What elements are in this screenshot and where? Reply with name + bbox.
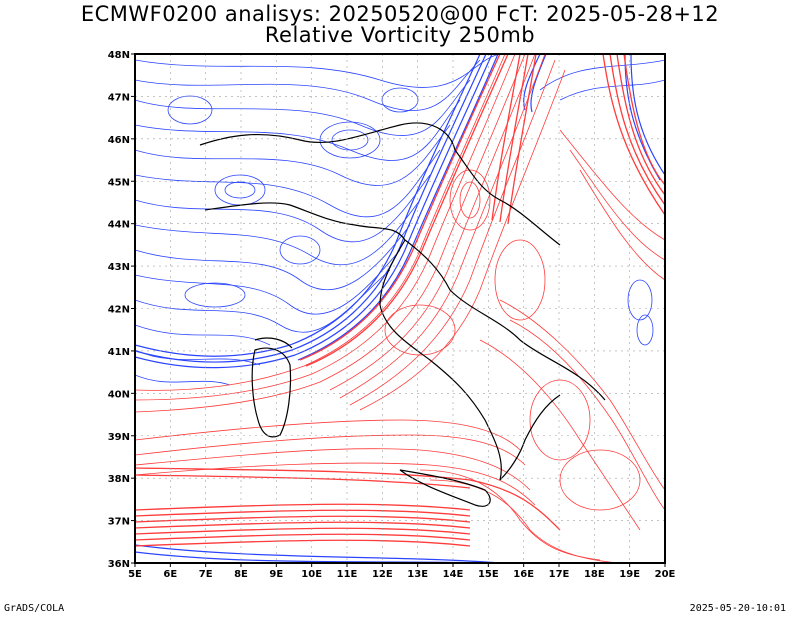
lat-labels: 36N 37N 38N 39N 40N 41N 42N 43N 44N 45N 46N 47N 48N bbox=[108, 50, 130, 570]
lon-label: 6E bbox=[163, 569, 177, 580]
lat-label: 42N bbox=[108, 305, 130, 316]
lat-label: 48N bbox=[108, 50, 130, 61]
lat-label: 44N bbox=[108, 220, 130, 231]
lon-label: 9E bbox=[269, 569, 283, 580]
lon-label: 15E bbox=[478, 569, 499, 580]
lon-label: 8E bbox=[234, 569, 248, 580]
lat-label: 46N bbox=[108, 135, 130, 146]
map-grid bbox=[135, 54, 665, 563]
lon-label: 11E bbox=[337, 569, 358, 580]
lat-label: 45N bbox=[108, 177, 130, 188]
lat-label: 47N bbox=[108, 92, 130, 103]
map-title-line2: Relative Vorticity 250mb bbox=[264, 23, 536, 47]
footer-timestamp: 2025-05-20-10:01 bbox=[689, 603, 786, 614]
lon-label: 20E bbox=[655, 569, 676, 580]
lon-label: 13E bbox=[407, 569, 428, 580]
lon-label: 14E bbox=[443, 569, 464, 580]
lon-label: 16E bbox=[513, 569, 534, 580]
lat-label: 39N bbox=[108, 432, 130, 443]
lon-label: 10E bbox=[301, 569, 322, 580]
lon-labels: 5E 6E 7E 8E 9E 10E 11E 12E 13E 14E 15E 16E 17E 18E 19E… bbox=[128, 569, 675, 580]
positive-vorticity-contours bbox=[135, 54, 665, 563]
map-title-line1: ECMWF0200 analisys: 20250520@00 FcT: 202… bbox=[80, 2, 720, 26]
lon-label: 12E bbox=[372, 569, 393, 580]
footer-software-credit: GrADS/COLA bbox=[4, 603, 65, 614]
positive-vorticity-jet-bands bbox=[135, 54, 665, 547]
lat-label: 41N bbox=[108, 347, 130, 358]
lon-label: 7E bbox=[199, 569, 213, 580]
lat-label: 36N bbox=[108, 559, 130, 570]
lat-label: 40N bbox=[108, 389, 130, 400]
lon-label: 18E bbox=[584, 569, 605, 580]
lon-label: 5E bbox=[128, 569, 142, 580]
negative-vorticity-contours bbox=[135, 54, 665, 386]
lon-label: 17E bbox=[549, 569, 570, 580]
lat-label: 43N bbox=[108, 262, 130, 273]
lat-label: 38N bbox=[108, 474, 130, 485]
lon-label: 19E bbox=[619, 569, 640, 580]
lat-label: 37N bbox=[108, 517, 130, 528]
map-ticks bbox=[131, 53, 666, 567]
